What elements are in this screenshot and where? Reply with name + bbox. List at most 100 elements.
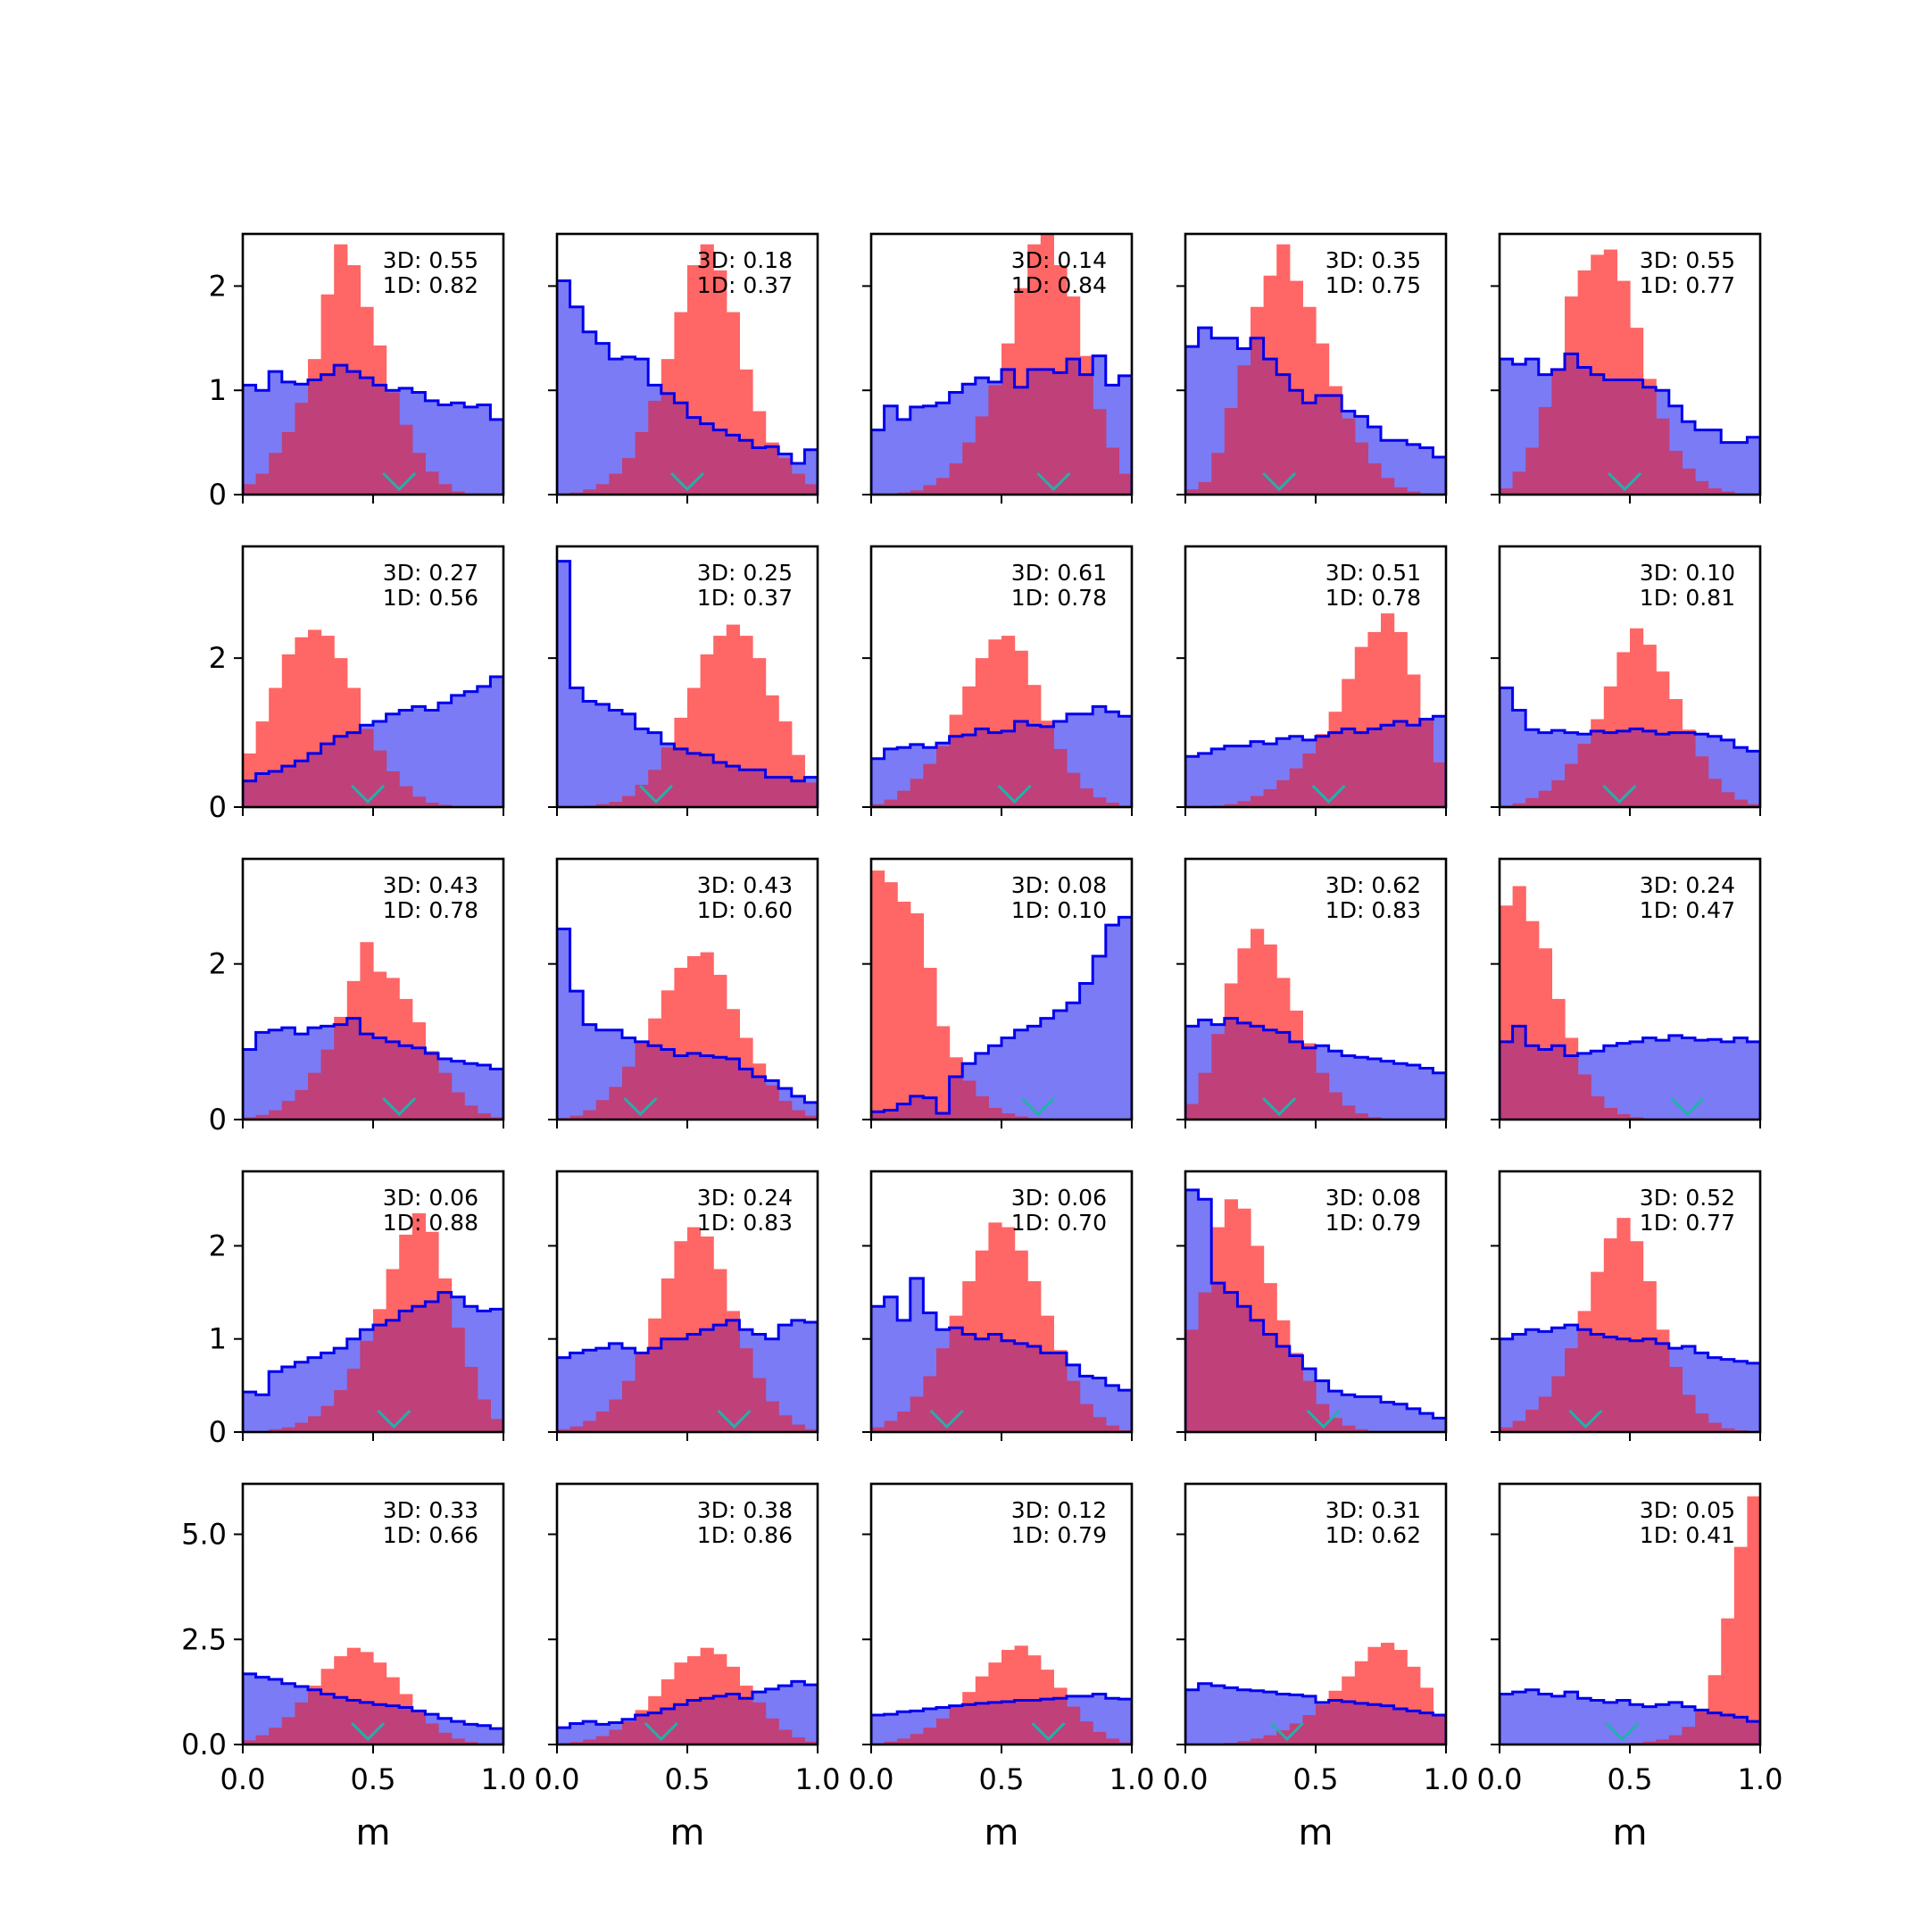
- overlap-hist-bar: [295, 1703, 308, 1745]
- red-hist-bar: [386, 978, 400, 1041]
- overlap-hist-bar: [412, 1048, 426, 1120]
- overlap-hist-bar: [386, 1320, 400, 1432]
- blue-hist-bar: [478, 405, 491, 495]
- blue-hist-bar: [1433, 457, 1446, 495]
- label-3d: 3D: 0.61: [1011, 560, 1107, 586]
- overlap-hist-bar: [1695, 1710, 1708, 1745]
- blue-hist-bar: [1500, 688, 1513, 807]
- overlap-hist-bar: [976, 729, 989, 807]
- blue-hist-bar: [1407, 1065, 1420, 1120]
- red-hist-bar: [1001, 1228, 1015, 1341]
- label-3d: 3D: 0.43: [697, 872, 793, 898]
- red-hist-bar: [674, 718, 687, 749]
- red-hist-bar: [373, 971, 386, 1037]
- red-hist-bar: [399, 999, 412, 1045]
- label-1d: 1D: 0.88: [383, 1210, 478, 1236]
- overlap-hist-bar: [347, 371, 361, 495]
- blue-hist-bar: [478, 687, 491, 807]
- red-hist-bar: [1367, 1647, 1381, 1705]
- blue-hist-bar: [871, 759, 885, 807]
- blue-hist-bar: [792, 1681, 805, 1745]
- overlap-hist-bar: [976, 1096, 989, 1120]
- blue-hist-bar: [596, 344, 610, 495]
- overlap-hist-bar: [386, 771, 400, 807]
- red-hist-bar: [674, 968, 687, 1055]
- overlap-hist-bar: [295, 403, 308, 495]
- overlap-hist-bar: [1264, 1736, 1277, 1745]
- overlap-hist-bar: [490, 1419, 503, 1432]
- label-3d: 3D: 0.10: [1640, 560, 1735, 586]
- overlap-hist-bar: [1080, 1404, 1093, 1432]
- overlap-hist-bar: [1551, 370, 1565, 495]
- blue-hist-bar: [1355, 1057, 1368, 1120]
- blue-hist-bar: [478, 1065, 491, 1120]
- blue-hist-bar: [1067, 1003, 1080, 1120]
- red-hist-bar: [962, 1692, 976, 1704]
- label-1d: 1D: 0.84: [1011, 272, 1107, 298]
- x-tick-label: 1.0: [1424, 1762, 1469, 1796]
- overlap-hist-bar: [1251, 795, 1264, 807]
- red-hist-bar: [661, 1278, 675, 1339]
- blue-hist-bar: [1721, 1042, 1734, 1120]
- overlap-hist-bar: [1604, 1337, 1617, 1432]
- red-hist-bar: [1407, 1667, 1420, 1711]
- red-hist-bar: [1264, 945, 1277, 1030]
- overlap-hist-bar: [1080, 375, 1093, 495]
- overlap-hist-bar: [1093, 1417, 1106, 1432]
- overlap-hist-bar: [1080, 788, 1093, 807]
- blue-hist-bar: [490, 1309, 503, 1432]
- overlap-hist-bar: [648, 401, 661, 495]
- overlap-hist-bar: [1565, 1348, 1578, 1432]
- red-hist-bar: [713, 1270, 727, 1326]
- red-hist-bar: [766, 695, 779, 778]
- red-hist-bar: [373, 1309, 386, 1325]
- overlap-hist-bar: [583, 1111, 596, 1120]
- overlap-hist-bar: [962, 1704, 976, 1745]
- red-hist-bar: [1237, 1209, 1251, 1307]
- blue-hist-bar: [1118, 716, 1132, 807]
- blue-hist-bar: [1394, 1063, 1408, 1120]
- blue-hist-bar: [923, 406, 936, 495]
- blue-hist-bar: [570, 688, 584, 807]
- overlap-hist-bar: [1394, 721, 1408, 807]
- blue-hist-bar: [1643, 1037, 1657, 1120]
- label-3d: 3D: 0.55: [383, 247, 478, 273]
- red-hist-bar: [347, 265, 361, 371]
- red-hist-bar: [752, 1063, 766, 1077]
- red-hist-bar: [661, 359, 675, 394]
- red-hist-bar: [1420, 1687, 1434, 1712]
- red-hist-bar: [713, 975, 727, 1057]
- label-3d: 3D: 0.18: [697, 247, 793, 273]
- overlap-hist-bar: [1367, 729, 1381, 807]
- overlap-hist-bar: [701, 755, 714, 807]
- blue-hist-bar: [1407, 1409, 1420, 1432]
- blue-hist-bar: [557, 929, 570, 1120]
- overlap-hist-bar: [360, 1034, 373, 1120]
- red-hist-bar: [1381, 613, 1394, 725]
- overlap-hist-bar: [988, 1335, 1001, 1433]
- red-hist-bar: [1276, 245, 1290, 375]
- blue-hist-bar: [1695, 1040, 1708, 1120]
- overlap-hist-bar: [701, 1056, 714, 1120]
- blue-hist-bar: [609, 711, 622, 807]
- overlap-hist-bar: [1290, 1355, 1303, 1432]
- overlap-hist-bar: [1643, 387, 1657, 495]
- red-hist-bar: [1394, 632, 1408, 721]
- red-hist-bar: [936, 1026, 950, 1113]
- blue-hist-bar: [256, 1395, 270, 1432]
- red-hist-bar: [687, 1228, 701, 1335]
- overlap-hist-bar: [347, 1369, 361, 1432]
- overlap-hist-bar: [727, 1694, 740, 1745]
- overlap-hist-bar: [1656, 419, 1669, 495]
- red-hist-bar: [687, 1656, 701, 1700]
- red-hist-bar: [1329, 1691, 1342, 1701]
- red-hist-bar: [1225, 983, 1238, 1018]
- red-hist-bar: [1604, 1238, 1617, 1337]
- blue-hist-bar: [792, 1320, 805, 1432]
- red-hist-bar: [334, 658, 347, 737]
- overlap-hist-bar: [976, 1703, 989, 1745]
